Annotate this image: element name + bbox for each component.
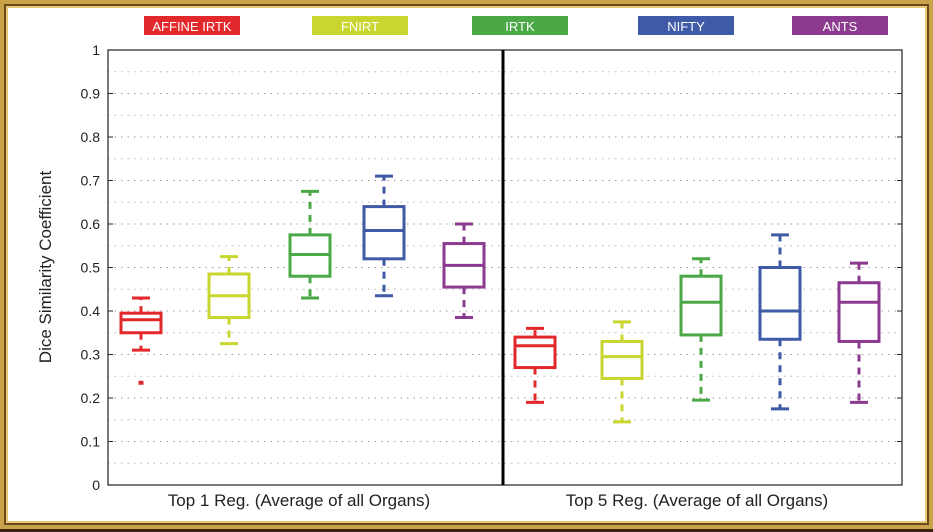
y-tick-label: 0.8 (81, 129, 101, 145)
iqr-box (119, 311, 163, 335)
y-tick-label: 0 (92, 477, 100, 493)
y-tick-label: 0.1 (81, 434, 101, 450)
legend-label: NIFTY (667, 19, 705, 34)
box-series (119, 174, 881, 424)
legend-item: IRTK (472, 16, 568, 35)
box (758, 233, 802, 411)
y-axis-ticks: 0 0.1 0.2 0.3 0.4 0.5 0.6 0.7 0.8 0.9 1 (81, 42, 902, 493)
y-tick-label: 0.9 (81, 86, 101, 102)
box (837, 261, 881, 404)
legend-item: AFFINE IRTK (144, 16, 240, 35)
box (119, 296, 163, 385)
iqr-box (513, 335, 557, 370)
legend-label: IRTK (505, 19, 535, 34)
legend-item: FNIRT (312, 16, 408, 35)
box (442, 222, 486, 320)
iqr-box (679, 274, 723, 337)
box (513, 326, 557, 404)
chart-area: AFFINE IRTK FNIRT IRTK NIFTY ANTS 0 0.1 0.2 0.3… (10, 10, 931, 527)
legend-swatch (312, 16, 408, 35)
box (288, 189, 332, 300)
box (207, 255, 251, 346)
legend-swatch (638, 16, 734, 35)
y-tick-label: 1 (92, 42, 100, 58)
plot-border (107, 49, 903, 486)
legend-swatch (792, 16, 888, 35)
axis-labels: Dice Similarity Coefficient Top 1 Reg. (… (36, 171, 828, 510)
grid-lines (108, 71, 902, 464)
legend-label: ANTS (823, 19, 858, 34)
box-plot-chart: AFFINE IRTK FNIRT IRTK NIFTY ANTS 0 0.1 0.2 0.3… (36, 16, 903, 510)
iqr-box (758, 266, 802, 341)
plot-axes (107, 49, 903, 486)
y-tick-label: 0.3 (81, 347, 101, 363)
y-tick-label: 0.4 (81, 303, 101, 319)
y-axis-label: Dice Similarity Coefficient (36, 171, 55, 364)
legend: AFFINE IRTK FNIRT IRTK NIFTY ANTS (144, 16, 888, 35)
iqr-box (362, 205, 406, 261)
iqr-box (600, 339, 644, 380)
box (679, 257, 723, 402)
outlier-point (138, 380, 144, 385)
y-tick-label: 0.5 (81, 260, 101, 276)
legend-swatch (144, 16, 240, 35)
legend-swatch (472, 16, 568, 35)
group-label-top5: Top 5 Reg. (Average of all Organs) (566, 491, 828, 510)
box (362, 174, 406, 298)
y-tick-label: 0.6 (81, 216, 101, 232)
legend-item: ANTS (792, 16, 888, 35)
group-label-top1: Top 1 Reg. (Average of all Organs) (168, 491, 430, 510)
iqr-box (837, 281, 881, 343)
y-tick-label: 0.7 (81, 173, 101, 189)
legend-label: FNIRT (341, 19, 379, 34)
legend-item: NIFTY (638, 16, 734, 35)
y-tick-label: 0.2 (81, 390, 101, 406)
legend-label: AFFINE IRTK (152, 19, 232, 34)
box (600, 320, 644, 424)
